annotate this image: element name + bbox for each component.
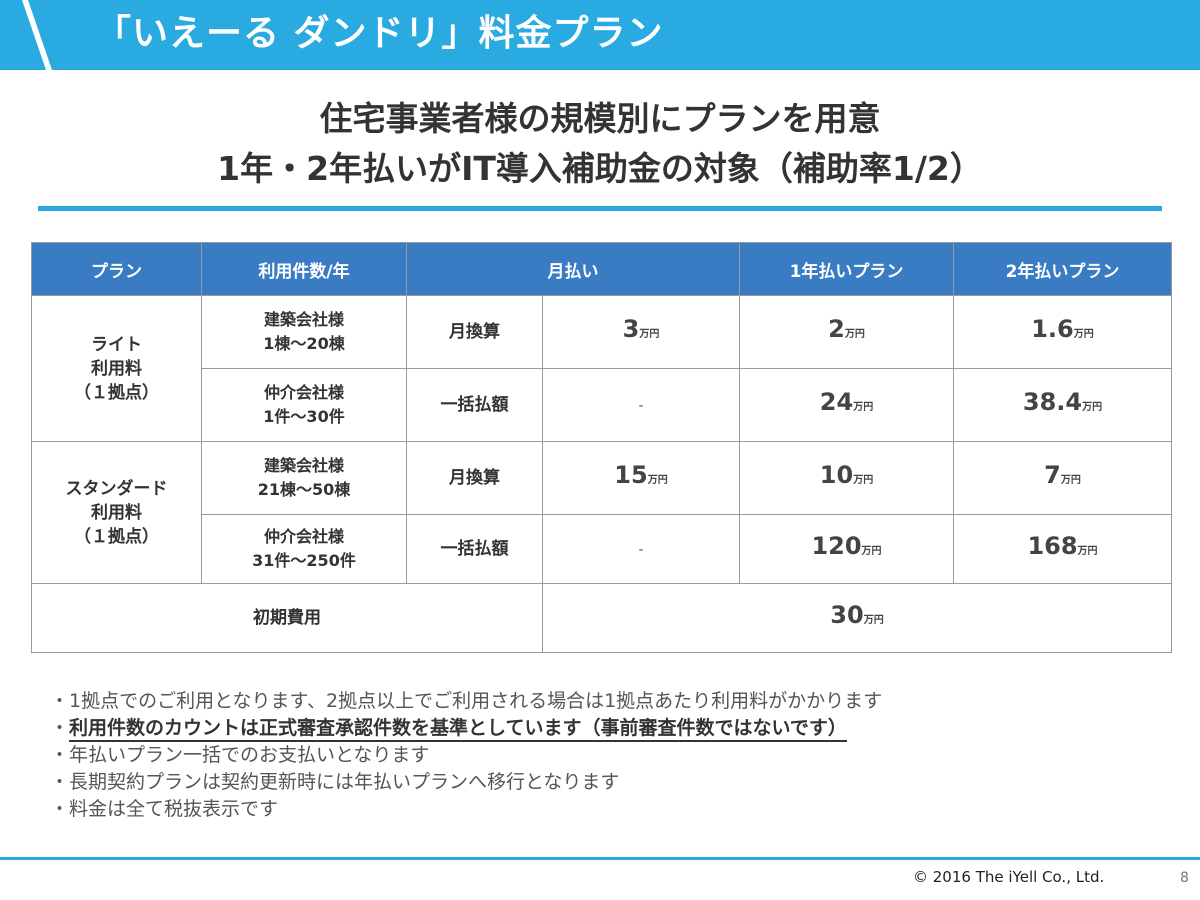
price-cell: - xyxy=(542,514,740,584)
price-value: 38.4 xyxy=(1022,388,1083,416)
price-value: 15 xyxy=(614,461,648,489)
table-header-row: プラン 利用件数/年 月払い 1年払いプラン 2年払いプラン xyxy=(31,242,1172,296)
row-label-monthly: 月換算 xyxy=(406,295,543,369)
price-cell: 10万円 xyxy=(739,441,954,515)
copyright: © 2016 The iYell Co., Ltd. xyxy=(913,868,1105,886)
plan-name-line: （１拠点） xyxy=(74,526,159,547)
price-value: 7 xyxy=(1044,461,1061,489)
price-cell: 168万円 xyxy=(953,514,1172,584)
usage-title: 建築会社様 xyxy=(263,456,344,475)
notes-list: ・1拠点でのご利用となります、2拠点以上でご利用される場合は1拠点あたり利用料が… xyxy=(50,688,882,823)
initial-cost-cell: 30万円 xyxy=(542,583,1172,653)
price-value: 3 xyxy=(622,315,640,343)
usage-cell: 建築会社様 21棟～50棟 xyxy=(201,441,407,515)
plan-name-light: ライト 利用料 （１拠点） xyxy=(31,295,202,442)
price-cell: 24万円 xyxy=(739,368,954,442)
usage-range: 1棟～20棟 xyxy=(263,334,345,353)
usage-cell: 仲介会社様 31件～250件 xyxy=(201,514,407,584)
price-cell: 3万円 xyxy=(542,295,740,369)
note-item: ・料金は全て税抜表示です xyxy=(50,798,279,820)
price-value: 10 xyxy=(819,461,854,489)
price-dash: - xyxy=(638,397,644,414)
price-cell: - xyxy=(542,368,740,442)
header-bar: 「いえーる ダンドリ」料金プラン xyxy=(0,0,1200,70)
initial-cost-label: 初期費用 xyxy=(31,583,543,653)
price-cell: 2万円 xyxy=(739,295,954,369)
price-value: 120 xyxy=(811,532,862,560)
usage-range: 1件～30件 xyxy=(263,407,345,426)
usage-range: 21棟～50棟 xyxy=(257,480,351,499)
plan-name-line: スタンダード xyxy=(65,478,168,499)
header-usage: 利用件数/年 xyxy=(201,242,407,296)
usage-cell: 建築会社様 1棟～20棟 xyxy=(201,295,407,369)
plan-name-line: ライト xyxy=(91,334,142,355)
header-monthly: 月払い xyxy=(406,242,740,296)
price-unit: 万円 xyxy=(1082,402,1103,413)
price-value: 2 xyxy=(828,315,845,343)
table-row: 仲介会社様 1件～30件 一括払額 - 24万円 38.4万円 xyxy=(32,368,1172,442)
price-unit: 万円 xyxy=(1077,546,1098,557)
price-cell: 120万円 xyxy=(739,514,954,584)
plan-name-line: 利用料 xyxy=(91,502,142,523)
plan-name-line: 利用料 xyxy=(91,358,142,379)
note-item: ・1拠点でのご利用となります、2拠点以上でご利用される場合は1拠点あたり利用料が… xyxy=(50,690,883,712)
price-value: 168 xyxy=(1027,532,1078,560)
row-label-monthly: 月換算 xyxy=(406,441,543,515)
note-emphasis-text: 利用件数のカウントは正式審査承認件数を基準としています（事前審査件数ではないです… xyxy=(69,717,847,742)
price-unit: 万円 xyxy=(1060,475,1081,486)
price-unit: 万円 xyxy=(861,546,882,557)
page-number: 8 xyxy=(1180,870,1189,886)
price-value: 1.6 xyxy=(1031,315,1074,343)
price-cell: 15万円 xyxy=(542,441,740,515)
header-notch-shape xyxy=(0,0,52,70)
price-unit: 万円 xyxy=(639,329,660,340)
note-item: ・年払いプラン一括でのお支払いとなります xyxy=(50,744,430,766)
usage-range: 31件～250件 xyxy=(252,551,356,570)
price-value: 24 xyxy=(819,388,854,416)
plan-name-standard: スタンダード 利用料 （１拠点） xyxy=(31,441,202,584)
table-row: 仲介会社様 31件～250件 一括払額 - 120万円 168万円 xyxy=(32,514,1172,584)
row-label-lump: 一括払額 xyxy=(406,514,543,584)
usage-cell: 仲介会社様 1件～30件 xyxy=(201,368,407,442)
note-item-emphasis: ・利用件数のカウントは正式審査承認件数を基準としています（事前審査件数ではないで… xyxy=(50,715,882,742)
price-unit: 万円 xyxy=(853,475,874,486)
header-1year: 1年払いプラン xyxy=(739,242,954,296)
note-bullet: ・ xyxy=(50,717,70,739)
table-row: スタンダード 利用料 （１拠点） 建築会社様 21棟～50棟 月換算 15万円 … xyxy=(31,441,1172,584)
price-unit: 万円 xyxy=(1073,329,1094,340)
price-unit: 万円 xyxy=(863,615,884,626)
usage-title: 仲介会社様 xyxy=(263,383,344,402)
table-row-initial: 初期費用 30万円 xyxy=(31,583,1172,653)
header-2year: 2年払いプラン xyxy=(953,242,1172,296)
headline-line-2: 1年・2年払いがIT導入補助金の対象（補助率1/2） xyxy=(217,149,983,188)
note-item: ・長期契約プランは契約更新時には年払いプランへ移行となります xyxy=(50,771,620,793)
page-title: 「いえーる ダンドリ」料金プラン xyxy=(95,13,664,54)
price-cell: 7万円 xyxy=(953,441,1172,515)
header-plan: プラン xyxy=(31,242,202,296)
price-unit: 万円 xyxy=(647,475,668,486)
price-dash: - xyxy=(638,541,644,558)
row-label-lump: 一括払額 xyxy=(406,368,543,442)
price-unit: 万円 xyxy=(853,402,874,413)
price-cell: 1.6万円 xyxy=(953,295,1172,369)
price-unit: 万円 xyxy=(844,329,865,340)
table-row: ライト 利用料 （１拠点） 建築会社様 1棟～20棟 月換算 3万円 2万円 1… xyxy=(31,295,1172,442)
footer-divider xyxy=(0,857,1200,860)
headline-line-1: 住宅事業者様の規模別にプランを用意 xyxy=(319,99,881,138)
usage-title: 仲介会社様 xyxy=(263,527,344,546)
pricing-table: プラン 利用件数/年 月払い 1年払いプラン 2年払いプラン ライト 利用料 （… xyxy=(31,242,1172,653)
plan-name-line: （１拠点） xyxy=(74,382,159,403)
price-cell: 38.4万円 xyxy=(953,368,1172,442)
price-value: 30 xyxy=(830,601,864,629)
headline-divider xyxy=(38,206,1162,211)
usage-title: 建築会社様 xyxy=(263,310,344,329)
